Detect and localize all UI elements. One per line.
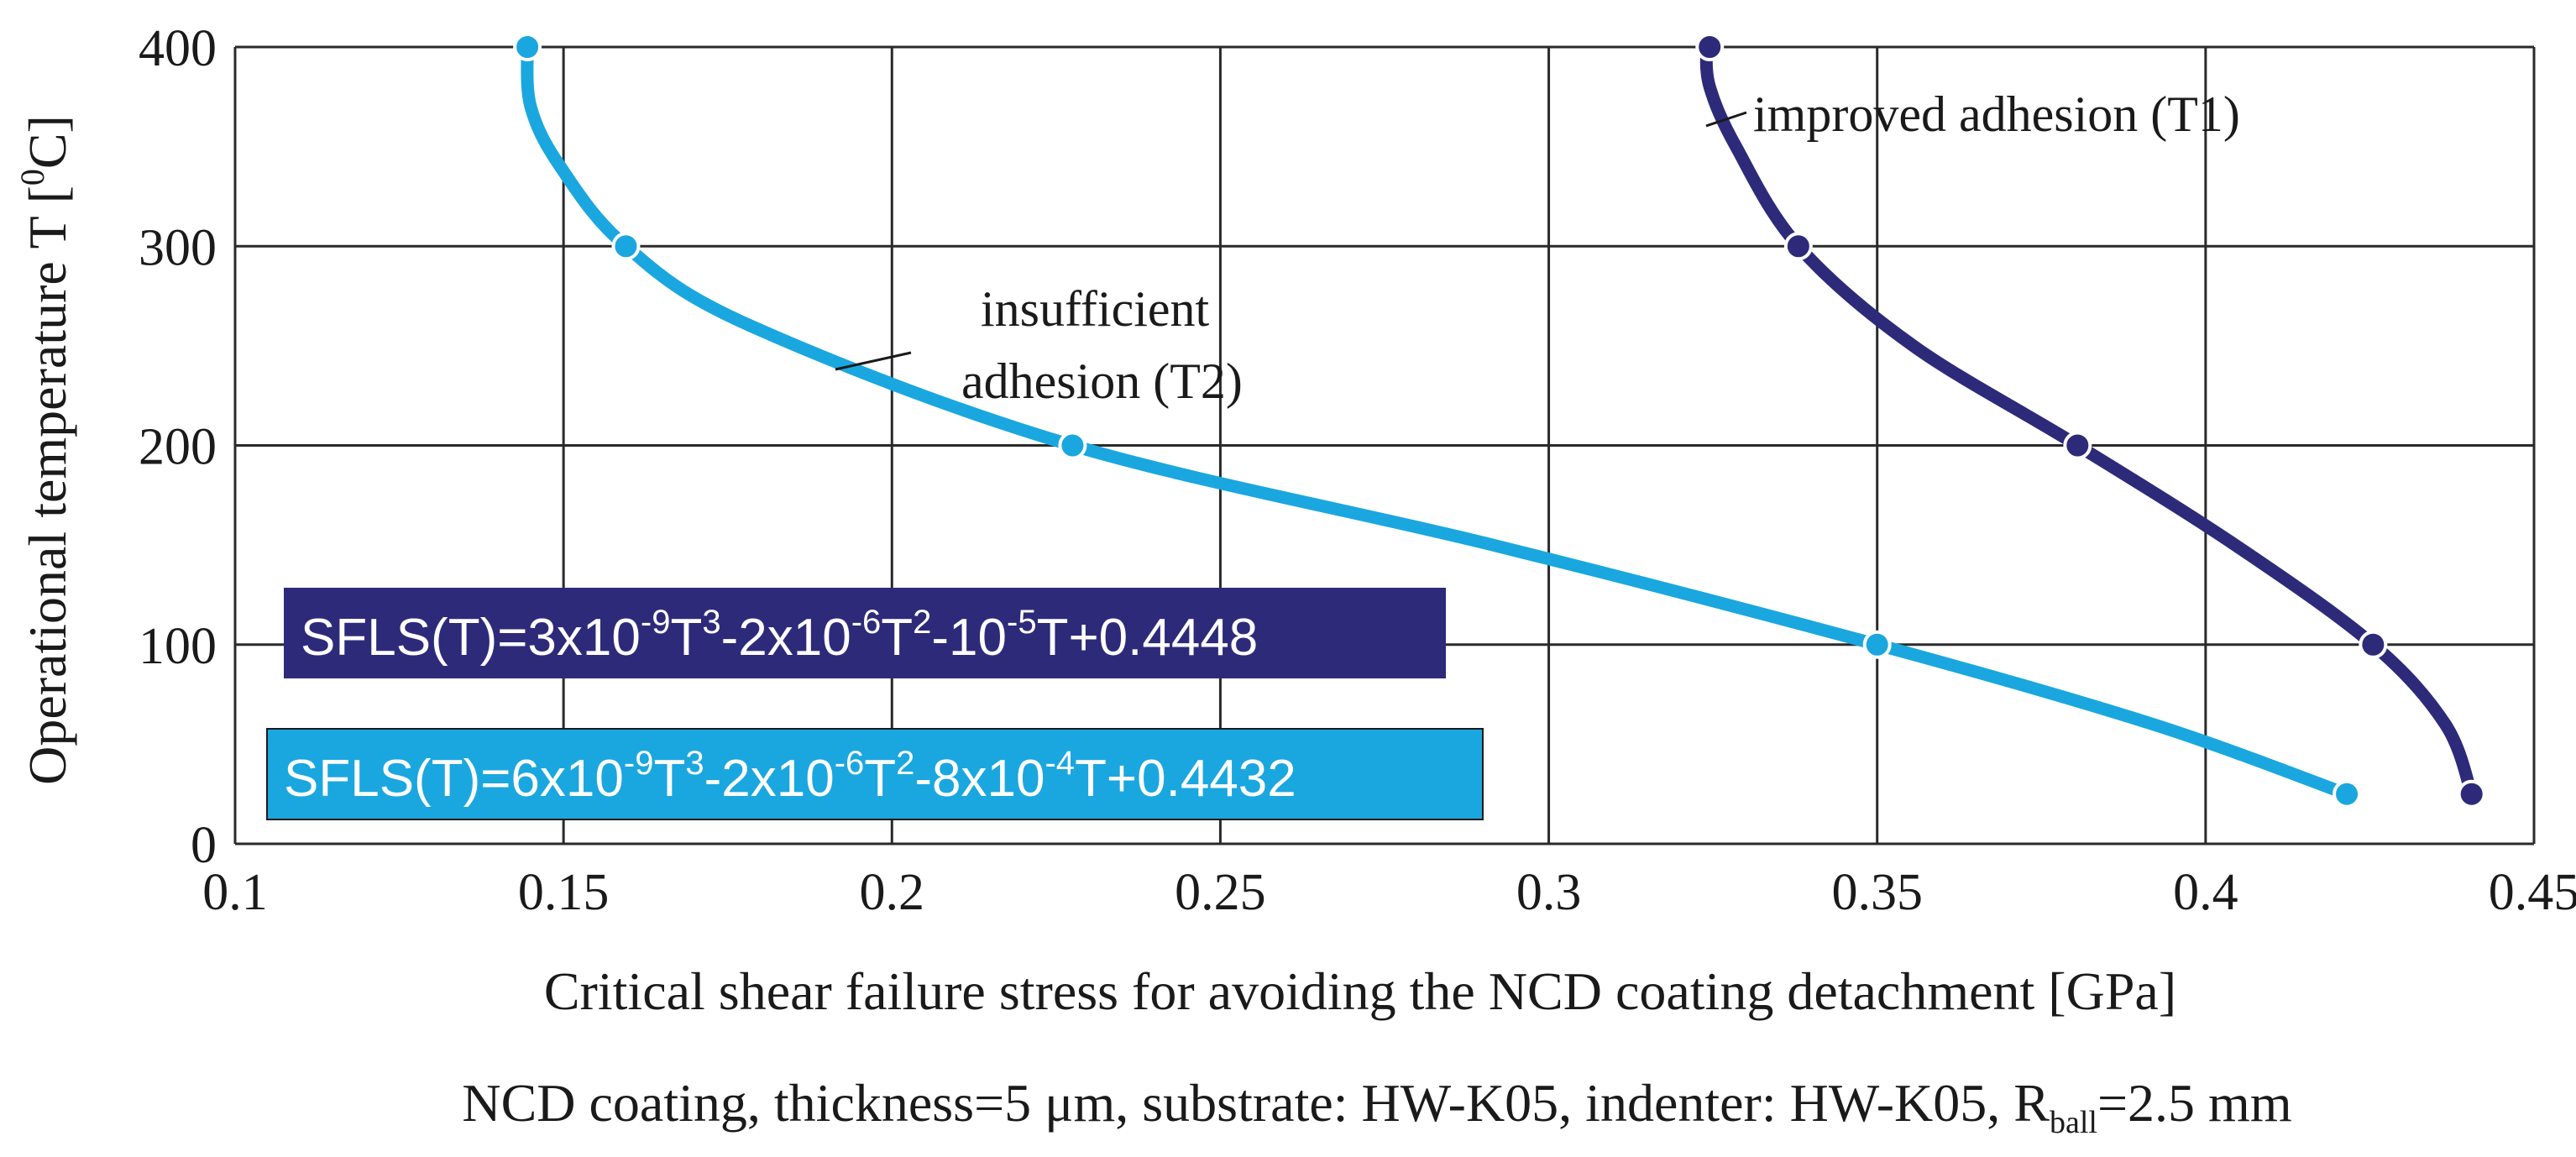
series-line-t2 bbox=[521, 40, 2353, 801]
x-tick-label: 0.35 bbox=[1831, 864, 1923, 921]
equation-box-t1 bbox=[284, 588, 1446, 678]
data-point-t2-0 bbox=[513, 33, 542, 61]
y-tick-label: 400 bbox=[139, 20, 217, 77]
equation-box-t2 bbox=[266, 728, 1484, 820]
series-line-t1 bbox=[1699, 40, 2479, 801]
x-axis-title: Critical shear failure stress for avoidi… bbox=[544, 961, 2176, 1021]
t1-leader-line bbox=[1705, 111, 1747, 128]
equation-t2: SFLS(T)=6x10-9T3-2x10-6T2-8x10-4T+0.4432 bbox=[284, 745, 1296, 808]
x-tick-label: 0.25 bbox=[1175, 864, 1266, 921]
grid bbox=[233, 45, 2536, 846]
y-tick-label: 100 bbox=[139, 618, 217, 675]
data-point-t2-2 bbox=[1058, 431, 1087, 460]
chart-caption: NCD coating, thickness=5 μm, substrate: … bbox=[462, 1073, 2291, 1140]
data-point-t1-2 bbox=[2063, 431, 2092, 460]
x-tick-label: 0.15 bbox=[518, 864, 610, 921]
x-tick-label: 0.2 bbox=[860, 864, 925, 921]
x-tick-label: 0.3 bbox=[1516, 864, 1582, 921]
y-axis-title: Operational temperature T [0C] bbox=[13, 115, 77, 785]
x-tick-label: 0.45 bbox=[2489, 864, 2576, 921]
t2-leader-line bbox=[835, 351, 912, 371]
x-tick-label: 0.4 bbox=[2173, 864, 2238, 921]
x-tick-label: 0.1 bbox=[202, 864, 268, 921]
data-point-t1-0 bbox=[1695, 33, 1725, 61]
y-tick-label: 0 bbox=[191, 817, 217, 874]
data-point-t1-1 bbox=[1783, 232, 1813, 261]
t2-label-line2: adhesion (T2) bbox=[961, 353, 1243, 409]
data-point-t2-3 bbox=[1862, 630, 1892, 659]
data-point-t2-1 bbox=[611, 232, 641, 261]
y-tick-label: 200 bbox=[139, 419, 217, 476]
data-point-t2-4 bbox=[2333, 779, 2362, 809]
y-tick-label: 300 bbox=[139, 219, 217, 276]
tick-labels: 0.1 0.15 0.2 0.25 0.3 0.35 0.4 0.45 0 100 200 300 40… bbox=[139, 20, 2576, 921]
data-point-t1-3 bbox=[2359, 630, 2388, 659]
data-point-t1-4 bbox=[2457, 779, 2486, 809]
t1-label: improved adhesion (T1) bbox=[1753, 86, 2240, 142]
series-layer bbox=[513, 33, 2486, 809]
equation-t1: SFLS(T)=3x10-9T3-2x10-6T2-10-5T+0.4448 bbox=[301, 604, 1258, 667]
t2-label-line1: insufficient bbox=[981, 281, 1209, 337]
